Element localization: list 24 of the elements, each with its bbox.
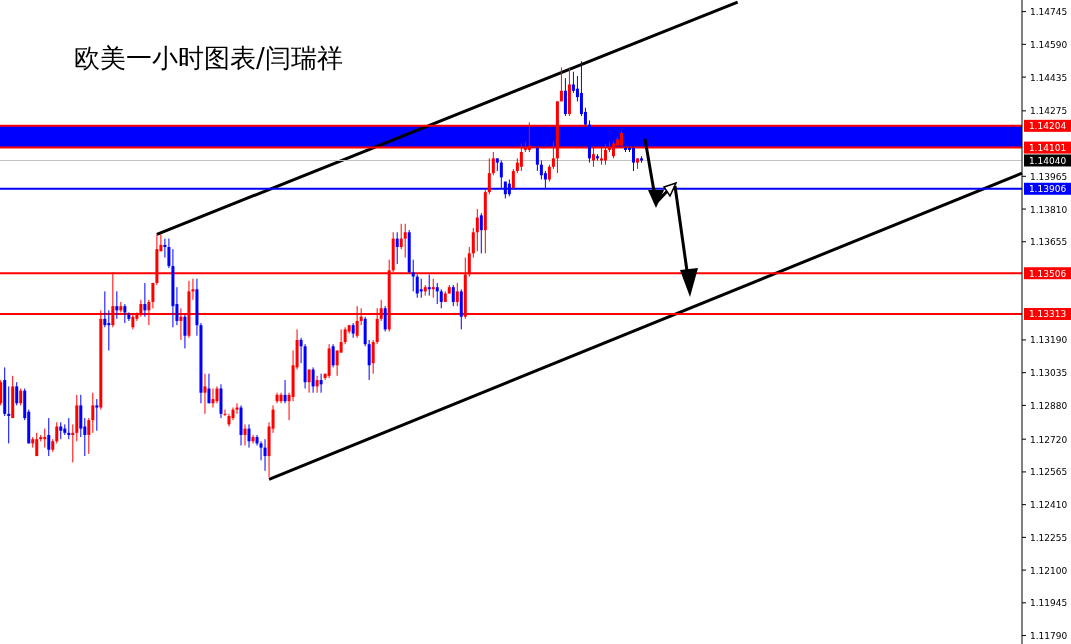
y-tick-label: 1.14590 [1030, 39, 1068, 50]
y-tick-label: 1.14745 [1030, 7, 1068, 18]
ref-line-label: 1.13906 [1028, 184, 1067, 195]
y-tick-label: 1.13190 [1030, 335, 1068, 346]
y-tick-label: 1.13965 [1030, 171, 1068, 182]
y-tick-label: 1.11945 [1030, 598, 1068, 609]
y-tick-label: 1.12410 [1030, 500, 1068, 511]
ref-line-label: 1.14101 [1028, 143, 1067, 154]
y-tick-label: 1.13810 [1030, 204, 1068, 215]
ref-line-label: 1.13506 [1028, 268, 1067, 279]
y-tick-label: 1.14275 [1030, 106, 1068, 117]
y-tick-label: 1.12255 [1030, 532, 1068, 543]
text: 欧美一小时图表/闫瑞祥 [74, 43, 343, 73]
y-tick-label: 1.11790 [1030, 631, 1068, 642]
y-tick-label: 1.12880 [1030, 400, 1068, 411]
y-tick-label: 1.12565 [1030, 467, 1068, 478]
ref-line-label: 1.14040 [1028, 155, 1067, 166]
y-tick-label: 1.12100 [1030, 565, 1068, 576]
ref-line-label: 1.14204 [1028, 121, 1067, 132]
ref-line-label: 1.13313 [1028, 309, 1067, 320]
y-tick-label: 1.12720 [1030, 434, 1068, 445]
y-tick-label: 1.13035 [1030, 368, 1068, 379]
y-tick-label: 1.14435 [1030, 72, 1068, 83]
y-tick-label: 1.13655 [1030, 237, 1068, 248]
